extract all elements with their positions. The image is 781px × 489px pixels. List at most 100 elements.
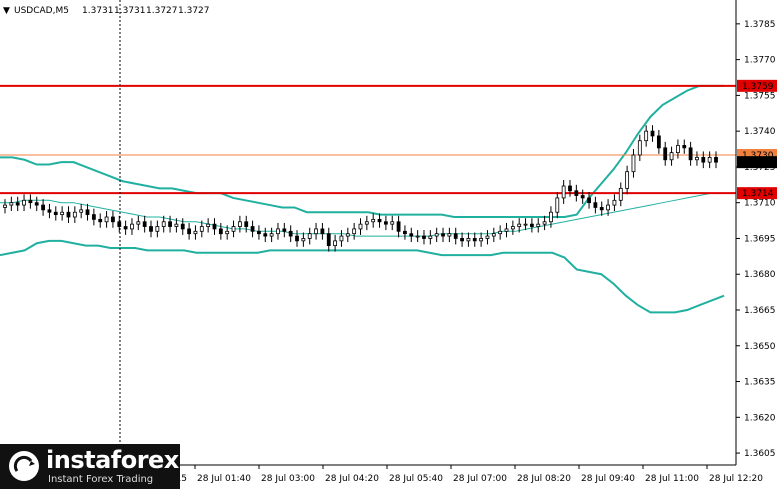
price-tick-label: 1.3665 (744, 306, 776, 316)
candle-body (9, 202, 14, 206)
candle-body (403, 230, 407, 235)
level-label-box (737, 79, 777, 92)
candle-body (161, 221, 166, 227)
time-tick-label: 28 Jul 03:00 (261, 474, 315, 484)
candle-body (523, 223, 528, 226)
candle-body (631, 154, 636, 173)
candle-body (168, 221, 172, 227)
candle-body (574, 190, 579, 196)
candle-body (60, 211, 65, 216)
candle-body (707, 156, 712, 163)
candle-body (510, 226, 515, 230)
candle-body (180, 223, 185, 230)
instaforex-watermark: instaforex Instant Forex Trading (0, 444, 180, 489)
candle-body (485, 235, 490, 239)
candle-body (383, 221, 388, 225)
candle-body (174, 223, 179, 227)
price-tick-label: 1.3620 (744, 413, 776, 423)
candle-body (269, 233, 274, 237)
time-tick-label: 28 Jul 05:40 (389, 474, 443, 484)
price-tick-label: 1.3605 (744, 449, 776, 459)
candle-body (422, 235, 426, 239)
candle-body (3, 204, 7, 208)
candle-body (352, 228, 357, 235)
current-price-text: 1.3727 (742, 158, 774, 168)
candle-body (333, 240, 338, 247)
level-label-text: 1.3714 (742, 189, 774, 199)
candle-body (79, 209, 84, 213)
candle-body (326, 233, 331, 247)
candle-body (656, 135, 661, 149)
ohlc-open: 1.3731 (82, 6, 114, 16)
candle-body (98, 218, 103, 223)
candle-body (187, 228, 191, 235)
candle-body (250, 226, 255, 232)
candle-body (650, 130, 655, 137)
candle-body (695, 156, 699, 161)
candle-body (415, 235, 420, 238)
candle-body (193, 230, 198, 235)
candle-body (618, 187, 623, 201)
candles (3, 125, 718, 252)
candle-body (663, 147, 668, 161)
price-tick-label: 1.3695 (744, 234, 776, 244)
candle-body (320, 228, 325, 235)
candle-body (237, 221, 242, 227)
symbol-label: USDCAD,M5 (14, 6, 69, 16)
plot-area (0, 0, 736, 465)
candle-body (612, 199, 617, 206)
candle-body (396, 221, 401, 232)
candle-body (123, 226, 128, 230)
candle-body (580, 195, 585, 199)
time-tick-label: 28 Jul 11:00 (645, 474, 699, 484)
candle-body (47, 209, 52, 213)
candle-body (599, 207, 604, 211)
candle-body (85, 209, 90, 216)
candle-body (377, 218, 382, 223)
candle-body (517, 223, 522, 227)
price-levels (0, 84, 736, 195)
candle-body (625, 171, 630, 189)
candle-body (34, 202, 39, 206)
candle-body (688, 147, 693, 161)
candle-body (28, 199, 33, 204)
candle-body (66, 211, 71, 218)
candle-body (504, 228, 509, 232)
price-tick-label: 1.3680 (744, 270, 776, 280)
candle-body (447, 233, 452, 237)
dropdown-arrow-icon[interactable]: ▼ (3, 6, 10, 16)
candle-body (111, 216, 115, 223)
candle-body (218, 228, 223, 235)
candle-body (301, 238, 306, 242)
time-tick-label: 28 Jul 12:20 (709, 474, 763, 484)
candle-body (466, 238, 471, 242)
candle-body (701, 156, 706, 163)
candle-body (22, 199, 26, 206)
candle-body (460, 238, 464, 242)
candle-body (276, 228, 280, 235)
instaforex-logo-icon (9, 451, 39, 481)
candle-body (644, 130, 649, 142)
time-tick-label: 28 Jul 04:20 (325, 474, 379, 484)
candle-body (441, 233, 445, 237)
price-tick-label: 1.3650 (744, 342, 776, 352)
candle-body (479, 238, 484, 242)
price-tick-label: 1.3710 (744, 199, 776, 209)
time-tick-label: 28 Jul 01:40 (197, 474, 251, 484)
candle-body (288, 230, 293, 237)
candle-body (41, 204, 45, 211)
candle-body (676, 145, 680, 154)
candle-body (542, 221, 547, 225)
candle-body (536, 223, 541, 227)
candle-body (212, 223, 217, 230)
candle-body (390, 221, 395, 225)
candle-body (130, 223, 134, 230)
candle-body (472, 238, 477, 242)
candle-body (555, 197, 560, 213)
candle-body (434, 233, 439, 237)
candle-body (257, 230, 261, 235)
price-tick-label: 1.3785 (744, 20, 776, 30)
candle-body (307, 233, 312, 239)
ohlc-low: 1.3727 (146, 6, 178, 16)
